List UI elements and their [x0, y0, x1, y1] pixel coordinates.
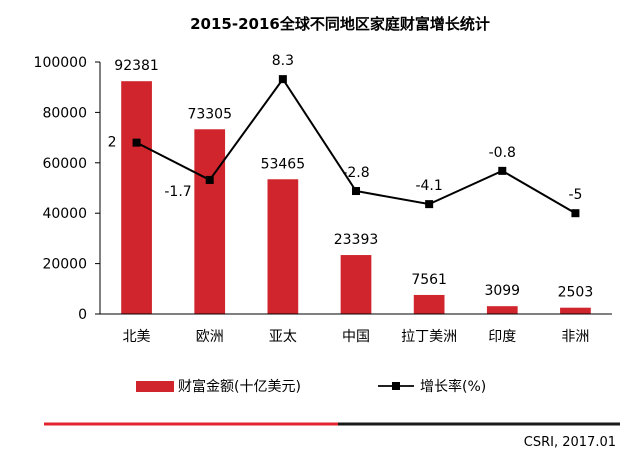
line-data-label: 8.3 — [272, 53, 294, 69]
bar-data-label: 23393 — [334, 232, 379, 248]
y-axis: 0 20000 40000 60000 80000 100000 — [34, 55, 101, 323]
x-tick-label: 非洲 — [561, 329, 589, 345]
x-tick-label: 北美 — [123, 329, 151, 345]
y-tick-label: 40000 — [42, 206, 87, 222]
line-data-label: -1.7 — [164, 184, 191, 200]
x-tick-label: 欧洲 — [196, 329, 224, 345]
line-data-label: -5 — [568, 187, 582, 203]
legend-bar-swatch — [136, 381, 174, 392]
legend: 财富金额(十亿美元) 增长率(%) — [136, 378, 486, 395]
line-point — [132, 138, 141, 147]
bar-data-label: 92381 — [114, 58, 159, 74]
x-axis: 北美 欧洲 亚太 中国 拉丁美洲 印度 非洲 — [100, 313, 612, 345]
bar-series — [121, 81, 591, 314]
line-data-label: -4.1 — [415, 178, 442, 194]
x-tick-label: 拉丁美洲 — [401, 329, 457, 345]
line-series — [132, 75, 580, 218]
bar-data-label: 7561 — [411, 272, 447, 288]
y-tick-label: 100000 — [34, 55, 87, 71]
line-point — [571, 209, 580, 218]
bar — [486, 306, 518, 314]
legend-line-marker — [392, 382, 400, 390]
source-text: CSRI, 2017.01 — [524, 435, 616, 450]
line-point — [205, 175, 214, 184]
bar-data-label: 53465 — [261, 156, 306, 172]
bar — [413, 294, 445, 314]
x-tick-label: 亚太 — [269, 329, 297, 345]
legend-bar-label: 财富金额(十亿美元) — [178, 378, 301, 395]
line-point — [352, 187, 360, 196]
bar — [267, 179, 299, 314]
y-tick-label: 80000 — [42, 105, 87, 121]
legend-line-label: 增长率(%) — [420, 378, 486, 395]
bar-data-label: 3099 — [484, 283, 520, 299]
y-tick-label: 0 — [78, 307, 87, 323]
line-data-label: 2 — [108, 135, 117, 151]
line-data-label: -0.8 — [489, 145, 516, 161]
bar — [560, 307, 591, 314]
y-tick-label: 60000 — [42, 156, 87, 172]
bar-data-label: 73305 — [187, 106, 232, 122]
line-point — [498, 166, 507, 175]
x-tick-label: 中国 — [342, 329, 370, 345]
line-data-labels: 2 -1.7 8.3 -2.8 -4.1 -0.8 -5 — [108, 53, 583, 203]
chart-title: 2015-2016全球不同地区家庭财富增长统计 — [190, 15, 490, 33]
x-tick-label: 印度 — [488, 329, 516, 345]
bar — [194, 129, 226, 314]
line-data-label: -2.8 — [342, 165, 369, 181]
line-point — [278, 75, 287, 84]
y-tick-label: 20000 — [42, 257, 87, 273]
bar — [121, 81, 152, 314]
bar-data-labels: 92381 73305 53465 23393 7561 3099 2503 — [114, 58, 593, 300]
line-point — [425, 200, 434, 209]
bar — [340, 255, 372, 314]
bar-data-label: 2503 — [558, 285, 594, 301]
